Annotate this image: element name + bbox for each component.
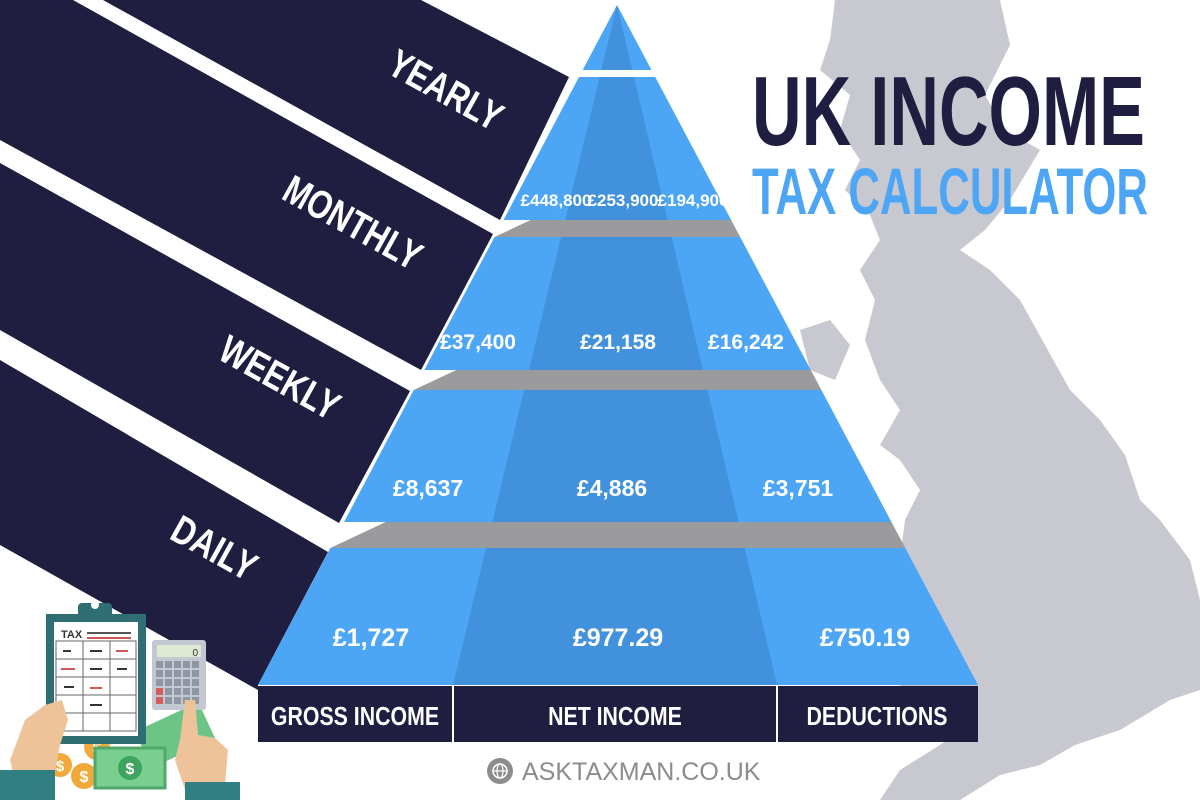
- calculator-key: [183, 661, 190, 668]
- calculator-key: [183, 679, 190, 686]
- net-income-column: [453, 5, 777, 685]
- pyramid-step-3: [330, 522, 906, 548]
- pyramid: [258, 5, 978, 685]
- band-daily: [0, 360, 328, 690]
- calculator-key: [174, 697, 181, 704]
- uk-map: [820, 0, 1200, 800]
- yearly-gross: £448,800: [521, 191, 592, 210]
- calculator-key: [156, 679, 163, 686]
- calculator-key: [156, 670, 163, 677]
- column-labels-bar: GROSS INCOME NET INCOME DEDUCTIONS: [258, 686, 978, 742]
- calculator-icon: 0: [152, 640, 206, 710]
- tier-monthly-values: £37,400 £21,158 £16,242: [440, 331, 784, 354]
- monthly-net: £21,158: [580, 331, 656, 354]
- calculator-key: [156, 688, 163, 695]
- calculator-key: [192, 661, 199, 668]
- band-yearly: [103, 0, 569, 220]
- column-gross-income: GROSS INCOME: [271, 702, 439, 732]
- calculator-key: [165, 670, 172, 677]
- monthly-deductions: £16,242: [708, 331, 784, 354]
- daily-net: £977.29: [573, 624, 663, 652]
- calculator-key: [165, 688, 172, 695]
- calculator-key: [192, 688, 199, 695]
- weekly-net: £4,886: [577, 475, 647, 501]
- band-monthly: [0, 0, 493, 370]
- column-deductions: DEDUCTIONS: [807, 702, 948, 732]
- calculator-key: [156, 697, 163, 704]
- calculator-key: [192, 697, 199, 704]
- band-weekly: [0, 163, 410, 523]
- footer: ASKTAXMAN.CO.UK: [487, 758, 761, 786]
- weekly-deductions: £3,751: [763, 475, 834, 501]
- tier-yearly-values: £448,800 £253,900 £194,900: [521, 191, 729, 210]
- calculator-display: 0: [192, 648, 198, 659]
- hand-icon: [0, 700, 240, 800]
- calculator-key: [174, 679, 181, 686]
- pyramid-step-0: [578, 70, 656, 77]
- pyramid-step-1: [494, 220, 741, 237]
- calculator-key: [165, 697, 172, 704]
- footer-site[interactable]: ASKTAXMAN.CO.UK: [522, 758, 761, 786]
- calculator-key: [174, 661, 181, 668]
- daily-deductions: £750.19: [820, 624, 910, 652]
- ireland-map: [800, 320, 850, 380]
- yearly-net: £253,900: [588, 191, 659, 210]
- calculator-key: [183, 688, 190, 695]
- yearly-deductions: £194,900: [658, 191, 729, 210]
- monthly-gross: £37,400: [440, 331, 516, 354]
- pyramid-step-2: [413, 370, 822, 390]
- title-line-1: UK INCOME: [752, 56, 1145, 166]
- calculator-key: [183, 670, 190, 677]
- calculator-key: [156, 661, 163, 668]
- tier-daily-values: £1,727 £977.29 £750.19: [333, 624, 910, 652]
- tier-weekly-values: £8,637 £4,886 £3,751: [393, 475, 834, 501]
- calculator-key: [174, 688, 181, 695]
- column-net-income: NET INCOME: [548, 702, 682, 732]
- svg-text:$: $: [126, 761, 135, 778]
- svg-text:$: $: [80, 769, 89, 786]
- calculator-key: [165, 661, 172, 668]
- svg-text:$: $: [56, 758, 65, 775]
- calculator-key: [165, 679, 172, 686]
- clipboard-label: TAX: [61, 629, 83, 641]
- globe-icon: [487, 758, 513, 784]
- calculator-key: [192, 670, 199, 677]
- weekly-gross: £8,637: [393, 475, 463, 501]
- tax-illustration: $ $ $ $ TAX: [0, 601, 240, 800]
- calculator-key: [174, 670, 181, 677]
- calculator-key: [192, 679, 199, 686]
- daily-gross: £1,727: [333, 624, 409, 652]
- title-line-2: TAX CALCULATOR: [752, 154, 1148, 228]
